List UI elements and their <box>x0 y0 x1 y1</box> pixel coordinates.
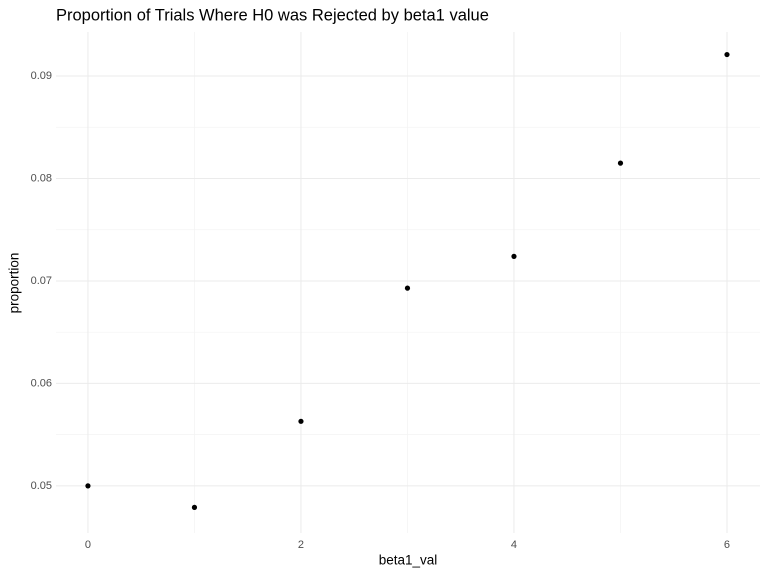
y-axis-label: proportion <box>7 253 22 314</box>
point <box>404 285 411 291</box>
y-tick-label: 0.06 <box>31 377 52 389</box>
x-tick-label: 2 <box>298 539 304 551</box>
x-tick-label: 6 <box>724 539 730 551</box>
point <box>724 51 730 58</box>
point <box>85 483 91 489</box>
point <box>298 418 304 424</box>
y-tick-label: 0.05 <box>31 480 52 492</box>
y-tick-label: 0.07 <box>31 275 52 287</box>
x-axis-label: beta1_val <box>379 553 438 568</box>
y-tick-label: 0.09 <box>31 70 52 82</box>
y-tick-label: 0.08 <box>31 172 52 184</box>
point <box>617 160 624 166</box>
point <box>191 504 198 510</box>
x-tick-label: 0 <box>85 539 91 551</box>
x-tick-label: 4 <box>511 539 517 551</box>
chart-title: Proportion of Trials Where H0 was Reject… <box>56 6 489 24</box>
point <box>511 253 517 259</box>
